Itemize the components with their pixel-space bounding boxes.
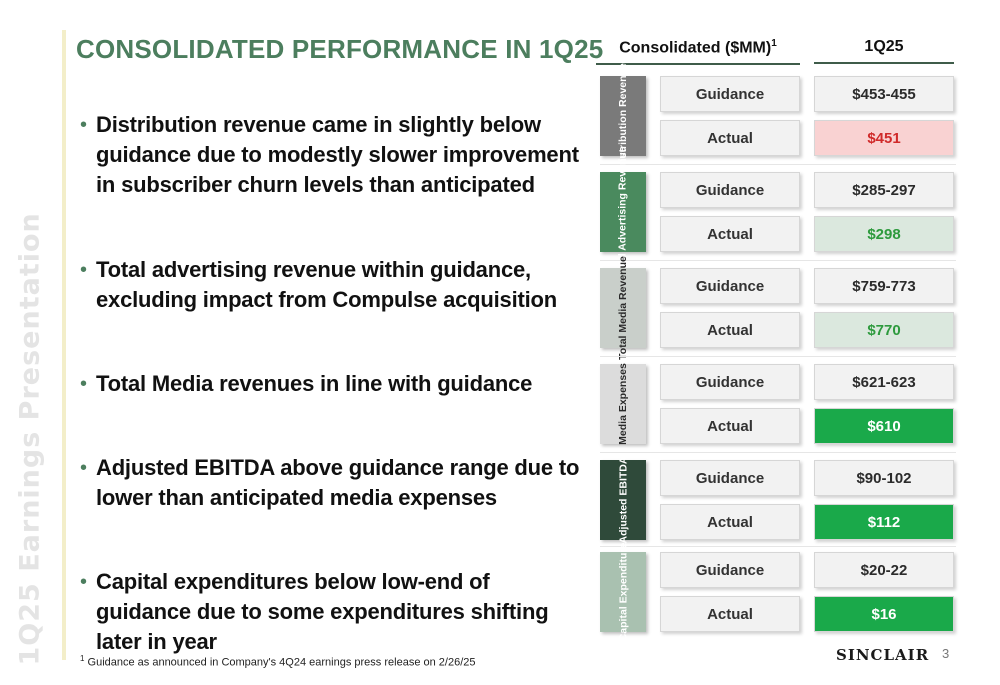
guidance-label-cell: Guidance — [660, 76, 800, 112]
footnote: 1 Guidance as announced in Company's 4Q2… — [80, 654, 475, 669]
bullet-text: Total advertising revenue within guidanc… — [96, 257, 558, 312]
bullet-item: • Capital expenditures below low-end of … — [80, 567, 580, 657]
group-tab-capital-expenditure: Capital Expenditure — [600, 543, 646, 641]
guidance-label-cell: Guidance — [660, 172, 800, 208]
group-tab-label: Capital Expenditure — [617, 542, 630, 642]
actual-label-cell: Actual — [660, 408, 800, 444]
bullet-dot-icon: • — [80, 457, 88, 479]
group-tab-total-advertising-revenue: Total Advertising Revenue — [600, 146, 646, 278]
guidance-label-cell: Guidance — [660, 364, 800, 400]
capital-expenditure-actual: $16 — [814, 596, 954, 632]
group-divider — [600, 260, 956, 261]
bullet-text: Adjusted EBITDA above guidance range due… — [96, 455, 580, 510]
bullet-item: • Distribution revenue came in slightly … — [80, 110, 580, 200]
group-tab-label: Total Media Revenue — [617, 256, 630, 360]
group-divider — [600, 452, 956, 453]
page-number: 3 — [942, 646, 950, 661]
group-tab-label: Media Expenses — [617, 363, 630, 445]
table-header-consolidated-label: Consolidated ($MM) — [619, 39, 772, 57]
side-label: 1Q25 Earnings Presentation — [0, 0, 56, 685]
sinclair-logo: SINCLAIR — [836, 646, 930, 664]
media-expenses-actual: $610 — [814, 408, 954, 444]
group-divider — [600, 546, 956, 547]
bullet-text: Total Media revenues in line with guidan… — [96, 371, 533, 396]
table-header-footnote-marker: 1 — [771, 38, 777, 49]
footnote-text: Guidance as announced in Company's 4Q24 … — [87, 656, 476, 669]
group-tab-media-expenses: Media Expenses — [600, 363, 646, 445]
actual-label-cell: Actual — [660, 216, 800, 252]
guidance-label-cell: Guidance — [660, 552, 800, 588]
table-header-consolidated: Consolidated ($MM)1 — [596, 38, 800, 66]
media-expenses-guidance: $621-623 — [814, 364, 954, 400]
bullet-dot-icon: • — [80, 259, 88, 281]
adjusted-ebitda-actual: $112 — [814, 504, 954, 540]
group-divider — [600, 356, 956, 357]
total-media-revenue-actual: $770 — [814, 312, 954, 348]
actual-label-cell: Actual — [660, 120, 800, 156]
table-header-period-label: 1Q25 — [864, 38, 904, 55]
adjusted-ebitda-guidance: $90-102 — [814, 460, 954, 496]
bullet-item: • Total Media revenues in line with guid… — [80, 369, 580, 399]
total-media-revenue-guidance: $759-773 — [814, 268, 954, 304]
bullet-text: Capital expenditures below low-end of gu… — [96, 569, 549, 654]
footnote-marker: 1 — [80, 654, 85, 663]
page-title: CONSOLIDATED PERFORMANCE IN 1Q25 — [76, 34, 604, 64]
group-tab-distribution-revenue: Distribution Revenue — [600, 63, 646, 169]
actual-label-cell: Actual — [660, 596, 800, 632]
guidance-label-cell: Guidance — [660, 268, 800, 304]
distribution-revenue-guidance: $453-455 — [814, 76, 954, 112]
actual-label-cell: Actual — [660, 312, 800, 348]
group-divider — [600, 164, 956, 165]
group-tab-adjusted-ebitda: Adjusted EBITDA — [600, 457, 646, 543]
guidance-label-cell: Guidance — [660, 460, 800, 496]
accent-bar — [62, 30, 66, 660]
actual-label-cell: Actual — [660, 504, 800, 540]
group-tab-total-media-revenue: Total Media Revenue — [600, 256, 646, 360]
side-label-text: 1Q25 Earnings Presentation — [14, 212, 46, 666]
bullet-item: • Total advertising revenue within guida… — [80, 255, 580, 315]
total-advertising-revenue-actual: $298 — [814, 216, 954, 252]
bullet-text: Distribution revenue came in slightly be… — [96, 112, 579, 197]
distribution-revenue-actual: $451 — [814, 120, 954, 156]
bullet-dot-icon: • — [80, 114, 88, 136]
bullet-dot-icon: • — [80, 373, 88, 395]
group-tab-label: Adjusted EBITDA — [617, 456, 630, 544]
bullet-item: • Adjusted EBITDA above guidance range d… — [80, 453, 580, 513]
table-header-period: 1Q25 — [814, 38, 954, 64]
total-advertising-revenue-guidance: $285-297 — [814, 172, 954, 208]
bullet-dot-icon: • — [80, 571, 88, 593]
capital-expenditure-guidance: $20-22 — [814, 552, 954, 588]
